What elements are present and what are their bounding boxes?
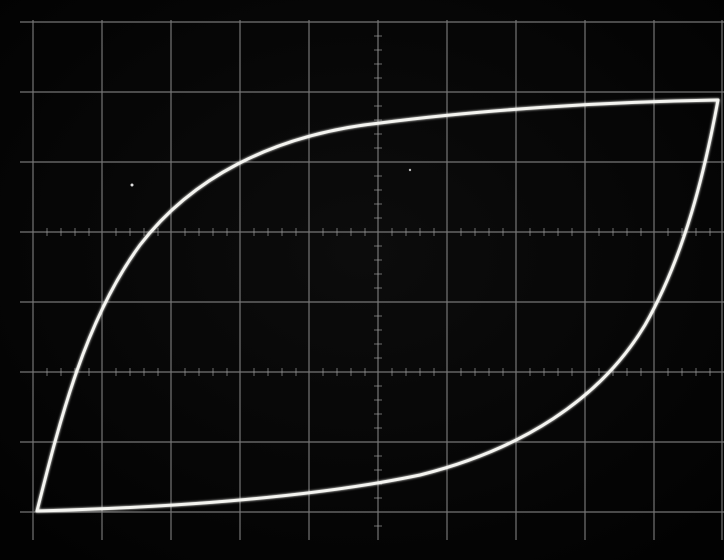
- screen-background: [0, 0, 724, 560]
- phosphor-dot: [409, 169, 411, 171]
- phosphor-dot: [131, 184, 134, 187]
- page: {}: [0, 0, 724, 560]
- oscilloscope-screen: [0, 0, 724, 560]
